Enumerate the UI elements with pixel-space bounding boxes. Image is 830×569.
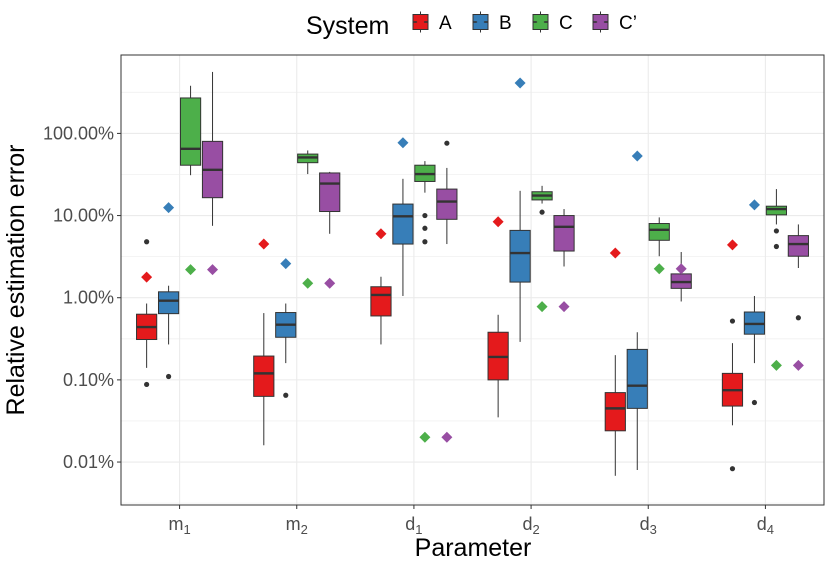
mean-diamond — [163, 202, 175, 214]
x-axis: m1 m2 d1 d2 d3 d4 — [168, 505, 774, 537]
box — [626, 348, 648, 409]
x-tick-label: d1 — [405, 514, 422, 537]
legend-label-B: B — [499, 13, 512, 34]
outlier-point — [729, 318, 736, 324]
legend-label-C: C — [559, 13, 573, 34]
series-C — [179, 85, 788, 443]
panel-border — [120, 54, 825, 506]
outlier-point — [751, 399, 758, 406]
mean-diamond — [441, 431, 453, 443]
mean-diamond — [302, 277, 314, 289]
y-tick-label: 0.01% — [63, 452, 114, 472]
mean-diamond — [609, 247, 621, 259]
mean-diamond — [492, 216, 504, 228]
outlier-point — [165, 373, 172, 380]
outlier-point — [422, 225, 428, 231]
mean-diamond — [748, 199, 760, 211]
outlier-point — [539, 209, 545, 215]
y-axis: 0.01% 0.10% 1.00% 10.00% 100.00% — [43, 123, 121, 472]
mean-diamond — [375, 228, 387, 240]
outlier-point — [422, 212, 428, 219]
outlier-point — [144, 381, 150, 388]
legend-key-diamond — [536, 18, 545, 26]
box — [392, 203, 414, 245]
mean-diamond — [726, 239, 738, 251]
box — [370, 286, 392, 317]
mean-diamond — [141, 271, 153, 283]
mean-diamond — [207, 264, 219, 276]
outlier-point — [773, 243, 780, 250]
legend-title: System — [306, 12, 389, 40]
mean-diamond — [631, 150, 643, 162]
box — [787, 235, 809, 257]
mean-diamond — [258, 238, 270, 250]
box — [157, 291, 180, 315]
legend-label-A: A — [439, 13, 452, 34]
series-C’ — [201, 71, 809, 443]
x-tick-label: m2 — [286, 514, 308, 537]
y-tick-label: 100.00% — [43, 123, 114, 143]
box — [253, 355, 275, 397]
mean-diamond — [792, 359, 804, 371]
box — [436, 188, 458, 220]
outlier-point — [444, 140, 450, 146]
box — [648, 223, 670, 241]
y-tick-label: 1.00% — [63, 288, 114, 308]
panel-background — [121, 55, 824, 505]
box — [509, 229, 531, 283]
x-tick-label: m1 — [168, 514, 190, 537]
box — [319, 172, 341, 213]
x-tick-label: d4 — [757, 514, 774, 537]
legend: System A B C C’ — [306, 11, 637, 40]
legend-key-A — [412, 11, 429, 33]
outlier-point — [773, 228, 780, 234]
mean-diamond — [536, 301, 548, 313]
y-tick-label: 0.10% — [63, 370, 114, 390]
y-axis-title: Relative estimation error — [2, 145, 30, 416]
box — [179, 97, 202, 166]
series-B — [157, 77, 766, 471]
outlier-point — [795, 315, 801, 321]
mean-diamond — [770, 359, 782, 371]
mean-diamond — [324, 277, 336, 289]
legend-key-diamond — [416, 18, 425, 26]
box — [765, 205, 788, 216]
outlier-point — [422, 239, 428, 245]
legend-key-diamond — [476, 18, 485, 26]
x-tick-label: d3 — [640, 514, 657, 537]
legend-key-C — [532, 11, 549, 33]
box — [553, 215, 575, 252]
legend-label-C’: C’ — [619, 13, 637, 34]
legend-key-C’ — [592, 11, 609, 33]
series-A — [136, 216, 744, 476]
x-tick-label: d2 — [522, 514, 539, 537]
outlier-point — [144, 239, 150, 245]
mean-diamond — [280, 258, 292, 270]
box — [604, 392, 626, 432]
mean-diamond — [397, 137, 409, 149]
mean-diamond — [419, 431, 431, 443]
mean-diamond — [675, 263, 687, 275]
outlier-point — [729, 466, 736, 472]
grid — [121, 55, 824, 505]
plot-area — [136, 71, 809, 476]
x-axis-title: Parameter — [415, 534, 532, 562]
y-tick-label: 10.00% — [53, 206, 114, 226]
mean-diamond — [653, 263, 665, 275]
mean-diamond — [558, 301, 570, 313]
mean-diamond — [514, 77, 526, 89]
legend-key-B — [472, 11, 489, 33]
outlier-point — [283, 392, 289, 398]
legend-key-diamond — [596, 18, 605, 26]
mean-diamond — [185, 264, 197, 276]
